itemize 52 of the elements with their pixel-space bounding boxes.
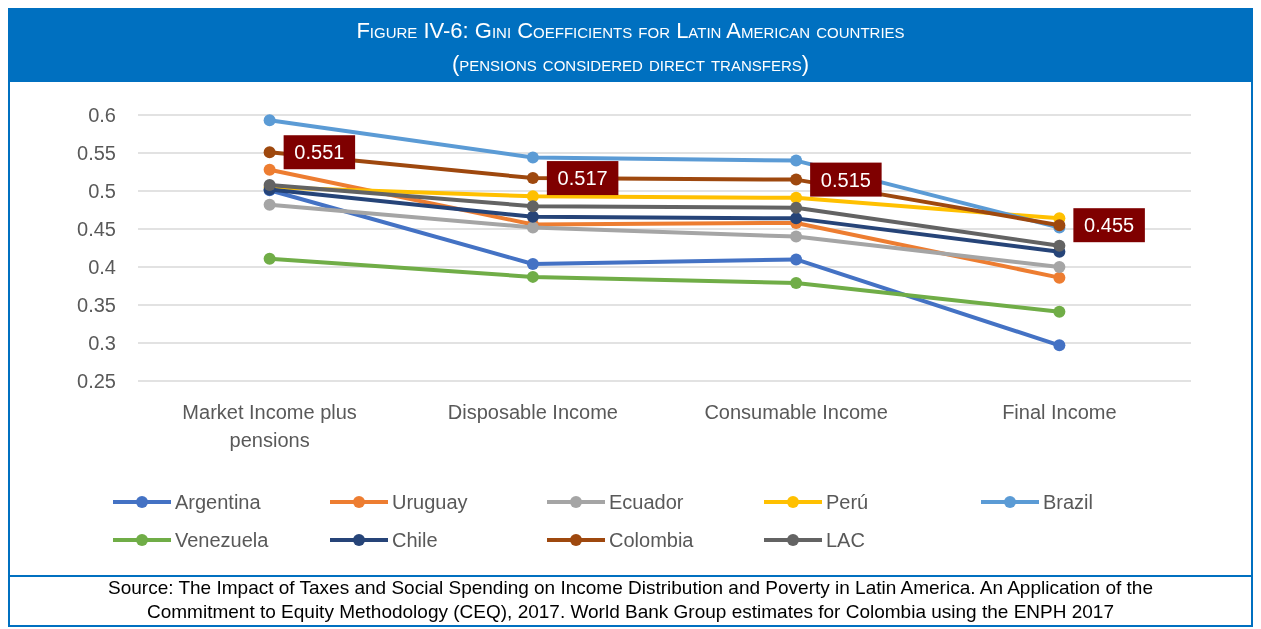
y-tick-label: 0.35 [77,294,116,316]
legend-label: Perú [826,491,869,513]
y-tick-label: 0.5 [88,180,116,202]
point [526,270,539,283]
chart-subtitle: (pensions considered direct transfers) [451,51,810,76]
point [526,151,539,164]
point [263,146,276,159]
point [1053,305,1066,318]
y-tick-label: 0.25 [77,370,116,392]
point [790,253,803,266]
legend-label: Venezuela [175,529,270,551]
y-tick-label: 0.4 [88,256,116,278]
point [790,201,803,214]
legend-label: Uruguay [392,491,468,513]
legend-label: Chile [392,529,438,551]
y-tick-label: 0.3 [88,332,116,354]
x-tick-label: Consumable Income [704,401,888,423]
y-tick-label: 0.55 [77,142,116,164]
point [526,172,539,185]
point [526,200,539,213]
point [790,230,803,243]
point [790,173,803,186]
legend-label: Ecuador [609,491,684,513]
source-note: Source: The Impact of Taxes and Social Spending on Income Distribution and Poverty in Latin America. An Application of the Commitment to Equity Methodology (CEQ), 2017. World Bank Group estimates for Colombia using the ENPH 2017 [108,577,1153,622]
point [263,163,276,176]
point [790,154,803,167]
legend-label: Brazil [1043,491,1094,513]
data-label: 0.515 [820,168,871,191]
point [790,276,803,289]
data-label: 0.551 [294,141,345,164]
chart-title: Figure IV-6: Gini Coefficients for Latin American countries [356,18,905,43]
x-tick-label: Final Income [1002,401,1117,423]
point [1053,339,1066,352]
point [790,212,803,225]
point [526,257,539,270]
legend-label: LAC [826,529,865,551]
point [1053,261,1066,273]
legend-label: Colombia [609,529,695,551]
data-label: 0.517 [557,167,608,190]
point [1053,271,1066,284]
point [790,191,803,204]
point [1053,239,1066,252]
point [526,210,539,223]
point [263,114,276,127]
data-label: 0.455 [1084,214,1135,237]
legend-label: Argentina [175,491,262,513]
y-tick-label: 0.45 [77,218,116,240]
x-tick-label: Disposable Income [447,401,618,423]
y-tick-label: 0.6 [88,104,116,126]
x-tick-label: Market Income plus pensions [182,401,357,451]
point [263,252,276,265]
point [263,198,276,211]
